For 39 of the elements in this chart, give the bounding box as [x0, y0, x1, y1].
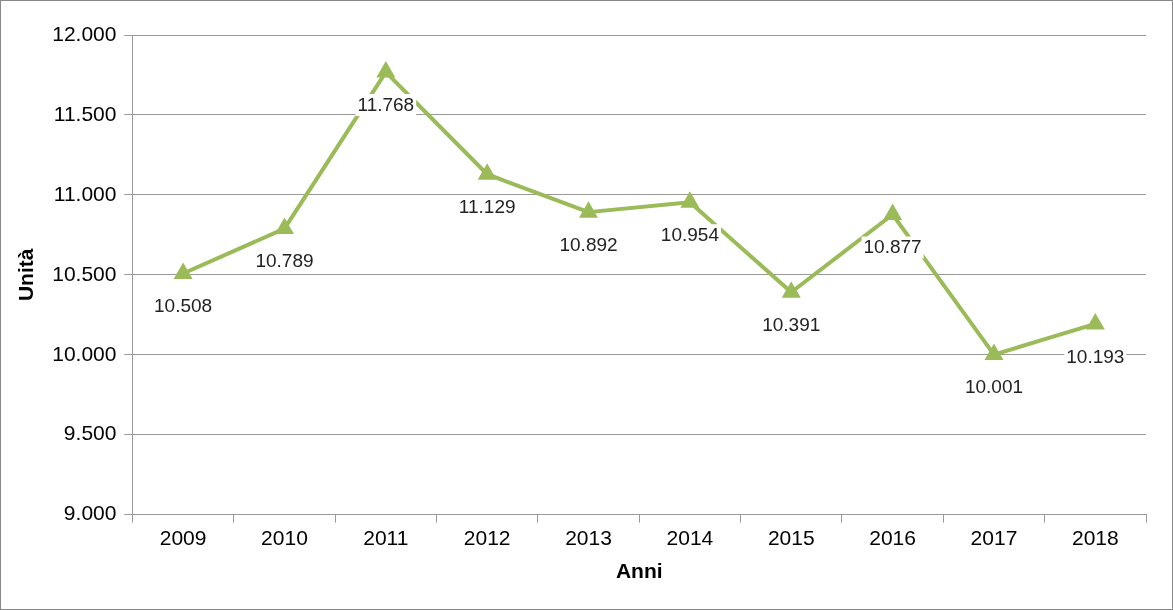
x-tick-label: 2018: [1071, 526, 1119, 549]
x-axis-title: Anni: [615, 559, 663, 583]
point: [984, 343, 1004, 361]
data-label: 11.129: [458, 195, 516, 217]
x-tick-label: 2017: [970, 526, 1018, 549]
x-tick-label: 2010: [261, 526, 308, 549]
x-tick-label: 2015: [767, 526, 815, 549]
x-tick-label: 2009: [159, 526, 207, 549]
point: [376, 61, 396, 78]
y-tick-label: 9.000: [63, 501, 117, 525]
y-tick-label: 10.500: [52, 261, 117, 285]
point: [781, 281, 801, 298]
y-axis-title: Unità: [14, 248, 38, 302]
data-label: 10.877: [863, 236, 922, 258]
point: [883, 203, 903, 221]
data-label: 10.391: [762, 313, 821, 335]
point: [173, 262, 193, 280]
y-tick-label: 12.000: [52, 21, 117, 45]
point: [680, 191, 700, 208]
point: [579, 201, 599, 218]
x-tick-label: 2013: [565, 526, 612, 549]
y-tick-label: 9.500: [63, 421, 117, 445]
y-tick-label: 10.000: [52, 341, 117, 365]
data-label: 10.508: [154, 295, 213, 317]
x-tick-label: 2014: [666, 526, 714, 549]
data-label: 10.789: [255, 250, 314, 272]
x-tick-label: 2016: [869, 526, 916, 549]
data-label: 11.768: [357, 93, 415, 115]
data-label: 10.193: [1066, 345, 1125, 367]
point: [477, 163, 497, 180]
data-label: 10.954: [660, 223, 720, 245]
data-label: 10.001: [964, 376, 1024, 398]
y-tick-label: 11.500: [53, 101, 117, 125]
x-tick-label: 2012: [463, 526, 511, 549]
x-tick-label: 2011: [363, 526, 409, 549]
point: [274, 217, 294, 235]
data-label: 10.892: [559, 233, 618, 255]
y-tick-label: 11.000: [53, 181, 117, 205]
point: [1085, 312, 1105, 330]
